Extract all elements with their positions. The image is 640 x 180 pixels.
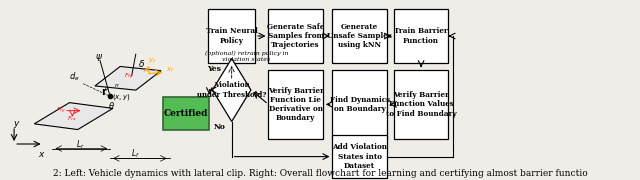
FancyBboxPatch shape — [394, 9, 448, 63]
Text: $L_f$: $L_f$ — [131, 148, 140, 160]
Text: Yes: Yes — [207, 65, 221, 73]
Text: Violation
under Threshold?: Violation under Threshold? — [197, 81, 266, 99]
Text: $\psi$: $\psi$ — [95, 52, 103, 63]
Text: $x_f$: $x_f$ — [166, 66, 175, 75]
Text: $\delta$: $\delta$ — [138, 58, 145, 69]
Text: No: No — [214, 123, 226, 131]
Text: Add Violation
States into
Dataset: Add Violation States into Dataset — [332, 143, 387, 170]
Text: $x$: $x$ — [38, 150, 46, 159]
FancyBboxPatch shape — [333, 9, 387, 63]
Text: $d_e$: $d_e$ — [69, 70, 80, 83]
FancyBboxPatch shape — [209, 9, 255, 63]
Text: $L_r$: $L_r$ — [76, 138, 84, 151]
Polygon shape — [212, 58, 251, 122]
Text: Train Barrier
Function: Train Barrier Function — [394, 27, 448, 45]
Text: Generate
Unsafe Samples
using kNN: Generate Unsafe Samples using kNN — [327, 23, 392, 49]
Text: $F_{ry}$: $F_{ry}$ — [56, 106, 67, 116]
FancyBboxPatch shape — [269, 9, 323, 63]
Text: Verify Barrier
Function Values
to Find Boundary: Verify Barrier Function Values to Find B… — [386, 91, 456, 118]
Text: $(x, y)$: $(x, y)$ — [112, 93, 131, 102]
Text: $F_{fy}$: $F_{fy}$ — [124, 72, 133, 82]
Text: Verify Barrier
Function Lie
Derivative on
Boundary: Verify Barrier Function Lie Derivative o… — [268, 87, 324, 122]
FancyBboxPatch shape — [333, 70, 387, 139]
Text: 2: Left: Vehicle dynamics with lateral clip. Right: Overall flowchart for learni: 2: Left: Vehicle dynamics with lateral c… — [52, 169, 588, 178]
Text: Find Dynamics
on Boundary: Find Dynamics on Boundary — [330, 96, 390, 113]
Text: $y_f$: $y_f$ — [148, 57, 157, 66]
FancyBboxPatch shape — [333, 135, 387, 178]
Text: Generate Safe
Samples from
Trajectories: Generate Safe Samples from Trajectories — [267, 23, 324, 49]
Text: $\theta$: $\theta$ — [108, 100, 115, 111]
FancyBboxPatch shape — [269, 70, 323, 139]
FancyBboxPatch shape — [394, 70, 448, 139]
Text: (optional) retrain policy in
violation states: (optional) retrain policy in violation s… — [205, 51, 288, 62]
Text: $\mathbf{r}$: $\mathbf{r}$ — [101, 86, 108, 97]
Polygon shape — [95, 66, 161, 90]
FancyBboxPatch shape — [163, 97, 209, 130]
Text: Certified: Certified — [164, 109, 209, 118]
Text: Train Neural
Policy: Train Neural Policy — [205, 27, 258, 45]
Text: $r_r$: $r_r$ — [104, 85, 111, 93]
Text: $r_f$: $r_f$ — [114, 81, 120, 90]
Polygon shape — [35, 103, 113, 130]
Text: $y$: $y$ — [13, 119, 20, 130]
Text: $F_{rx}$: $F_{rx}$ — [67, 114, 77, 123]
